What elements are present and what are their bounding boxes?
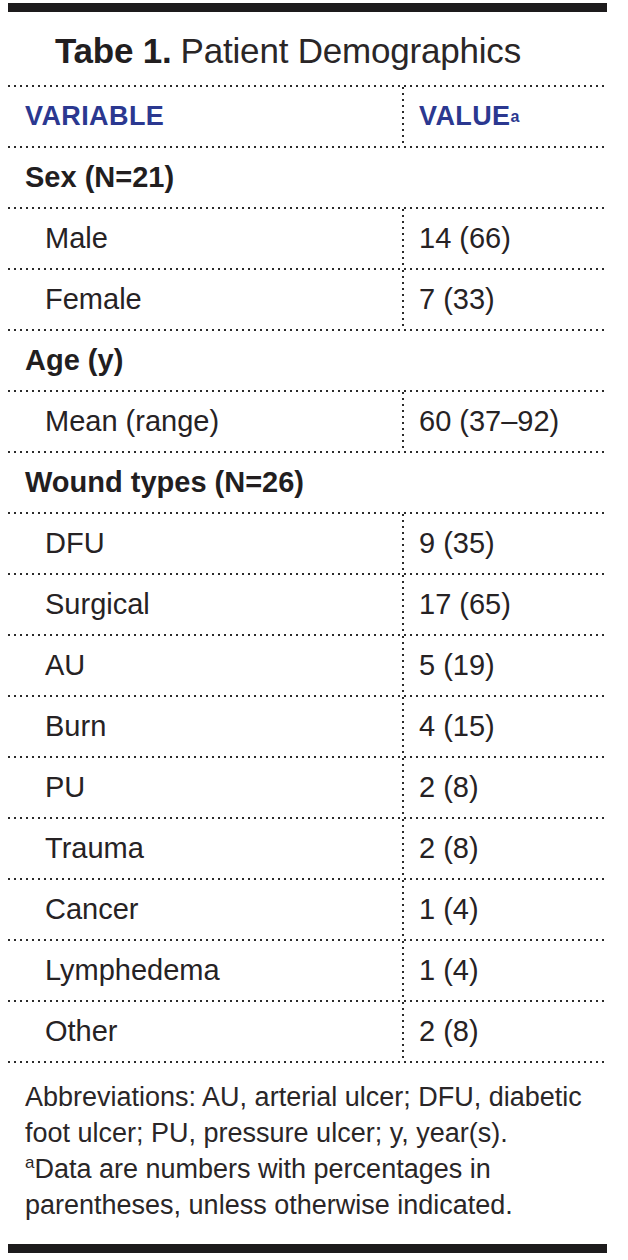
row-value: 14 (66) [402,209,607,268]
row-value: 5 (19) [402,636,607,695]
table-row: Mean (range)60 (37–92) [8,392,607,451]
row-value: 2 (8) [402,758,607,817]
row-label: Surgical [8,588,402,621]
row-label: Trauma [8,832,402,865]
section-label: Wound types (N=26) [8,466,304,499]
section-label: Sex (N=21) [8,161,174,194]
row-value: 9 (35) [402,514,607,573]
row-value: 4 (15) [402,697,607,756]
top-rule-bar [8,3,607,12]
table-row: PU2 (8) [8,758,607,817]
row-label: AU [8,649,402,682]
dotted-rule [8,1061,607,1063]
row-value: 60 (37–92) [402,392,607,451]
section-label: Age (y) [8,344,123,377]
row-label: Male [8,222,402,255]
table-row: Trauma2 (8) [8,819,607,878]
column-header-variable: VARIABLE [8,101,402,132]
table-footnotes: Abbreviations: AU, arterial ulcer; DFU, … [25,1079,598,1223]
row-label: Lymphedema [8,954,402,987]
row-label: Cancer [8,893,402,926]
section-header-row: Sex (N=21) [8,148,607,207]
row-value: 1 (4) [402,941,607,1000]
row-value: 2 (8) [402,1002,607,1061]
table-number-label: Tabe 1. [55,31,172,70]
row-value: 2 (8) [402,819,607,878]
row-value: 7 (33) [402,270,607,329]
row-label: PU [8,771,402,804]
table-title: Tabe 1.Patient Demographics [55,29,607,73]
row-value: 1 (4) [402,880,607,939]
row-label: Mean (range) [8,405,402,438]
table-row: Male14 (66) [8,209,607,268]
data-format-note: Data are numbers with percentages in par… [25,1154,513,1220]
table-row: Cancer1 (4) [8,880,607,939]
section-header-row: Age (y) [8,331,607,390]
row-label: Burn [8,710,402,743]
demographics-table: VARIABLE VALUEa Sex (N=21)Male14 (66)Fem… [8,85,607,1063]
table-row: Surgical17 (65) [8,575,607,634]
table-row: Lymphedema1 (4) [8,941,607,1000]
row-label: Other [8,1015,402,1048]
section-header-row: Wound types (N=26) [8,453,607,512]
row-label: Female [8,283,402,316]
column-header-value: VALUEa [402,87,607,146]
table-title-text: Patient Demographics [181,31,521,70]
column-header-value-text: VALUE [419,101,511,132]
abbreviations-note: Abbreviations: AU, arterial ulcer; DFU, … [25,1082,582,1148]
row-label: DFU [8,527,402,560]
table-row: Other2 (8) [8,1002,607,1061]
bottom-rule-bar [8,1244,607,1253]
row-value: 17 (65) [402,575,607,634]
table-figure: Tabe 1.Patient Demographics VARIABLE VAL… [0,0,628,1260]
table-row: Female7 (33) [8,270,607,329]
table-header-row: VARIABLE VALUEa [8,87,607,146]
table-rows: Sex (N=21)Male14 (66)Female7 (33)Age (y)… [8,146,607,1063]
table-row: Burn4 (15) [8,697,607,756]
table-row: DFU9 (35) [8,514,607,573]
table-row: AU5 (19) [8,636,607,695]
